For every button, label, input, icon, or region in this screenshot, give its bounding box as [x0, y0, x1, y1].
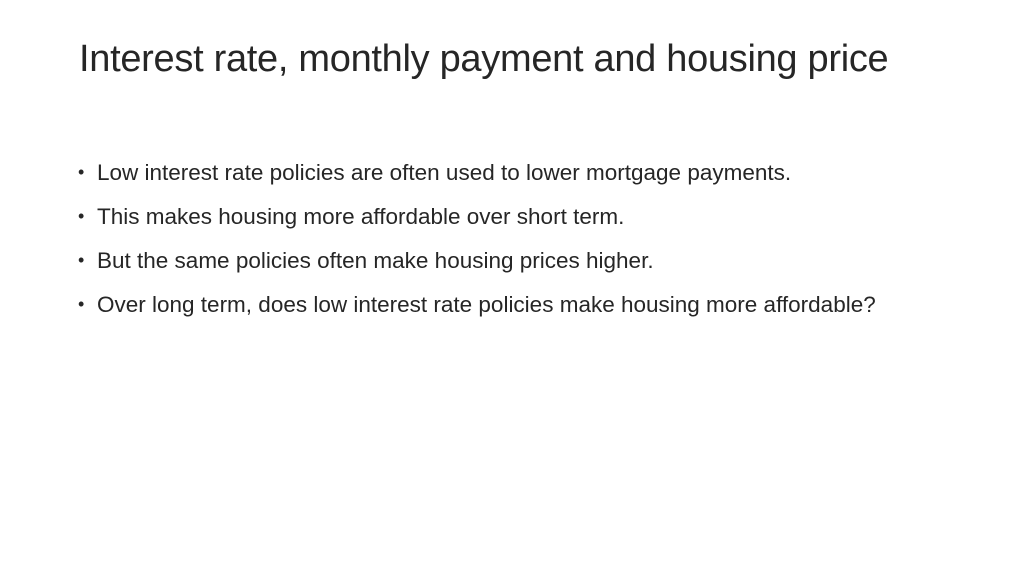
bullet-icon: • [78, 206, 85, 226]
list-item: • This makes housing more affordable ove… [78, 200, 938, 233]
list-item: • Over long term, does low interest rate… [78, 288, 938, 321]
bullet-list: • Low interest rate policies are often u… [78, 156, 938, 332]
bullet-text: This makes housing more affordable over … [97, 204, 625, 229]
bullet-text: Over long term, does low interest rate p… [97, 292, 876, 317]
list-item: • Low interest rate policies are often u… [78, 156, 938, 189]
bullet-text: Low interest rate policies are often use… [97, 160, 792, 185]
bullet-icon: • [78, 294, 85, 314]
bullet-icon: • [78, 250, 85, 270]
bullet-text: But the same policies often make housing… [97, 248, 654, 273]
list-item: • But the same policies often make housi… [78, 244, 938, 277]
bullet-icon: • [78, 162, 85, 182]
slide-title: Interest rate, monthly payment and housi… [79, 38, 889, 80]
